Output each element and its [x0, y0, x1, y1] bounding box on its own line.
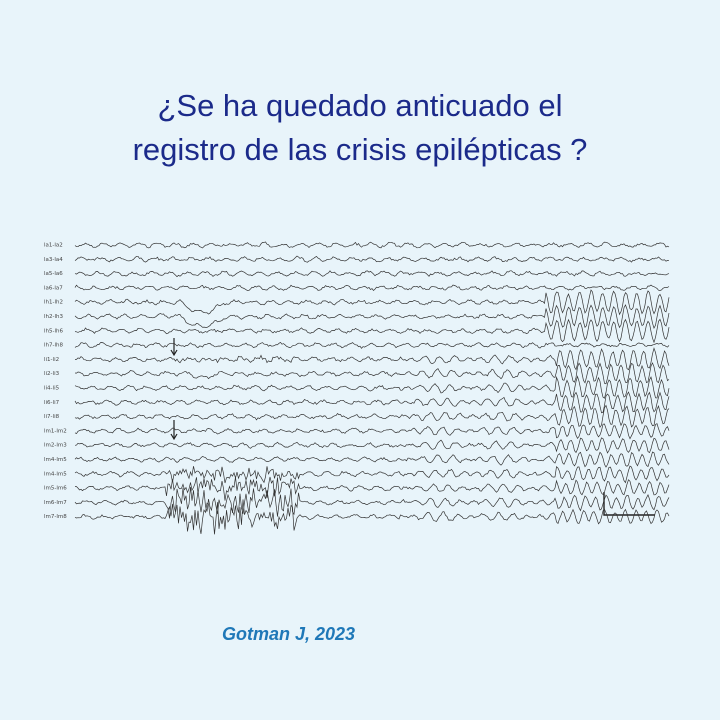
- channel-label: lh7-lh8: [44, 343, 64, 349]
- eeg-trace: [74, 486, 670, 519]
- title-line: ¿Se ha quedado anticuado el: [157, 88, 563, 123]
- eeg-trace: [74, 318, 670, 344]
- eeg-trace: [74, 404, 670, 429]
- eeg-trace: [74, 465, 670, 484]
- eeg-trace: [74, 362, 670, 385]
- channel-label: la5-la6: [44, 271, 63, 277]
- eeg-trace: [74, 423, 670, 440]
- channel-label: la3-la4: [44, 257, 63, 263]
- channel-label: lh5-lh6: [44, 328, 64, 334]
- channel-label: li6-li7: [44, 400, 60, 406]
- citation: Gotman J, 2023: [222, 624, 356, 644]
- event-arrows: [170, 338, 178, 441]
- eeg-trace: [74, 375, 670, 399]
- eeg-trace: [74, 289, 670, 316]
- channel-label: li4-li5: [44, 386, 60, 392]
- eeg-trace: [74, 284, 670, 292]
- eeg-trace: [74, 241, 670, 249]
- eeg-trace: [74, 437, 670, 454]
- eeg-trace: [74, 476, 670, 501]
- channel-label: li7-li8: [44, 414, 60, 420]
- channel-label: lh1-lh2: [44, 300, 63, 306]
- channel-label: lm1-lm2: [44, 428, 67, 434]
- channel-label: li1-li2: [44, 357, 59, 363]
- channel-label: lm6-lm7: [44, 500, 67, 506]
- eeg-trace: [74, 451, 670, 468]
- eeg-trace: [74, 341, 670, 349]
- channel-label: lm5-lm6: [44, 486, 67, 492]
- eeg-trace: [74, 304, 670, 330]
- channel-label: lm4-lm5: [44, 471, 67, 477]
- title-line: registro de las crisis epilépticas ?: [132, 132, 588, 167]
- eeg-trace: [74, 347, 670, 371]
- eeg-trace: [74, 499, 670, 535]
- channel-label: lm7-lm8: [44, 514, 67, 520]
- channel-label: lm4-lm5: [44, 457, 67, 463]
- channel-label: lm2-lm3: [44, 443, 67, 449]
- eeg-trace: [74, 255, 670, 263]
- channel-label: lh2-lh3: [44, 314, 64, 320]
- eeg-trace: [74, 391, 670, 414]
- channel-label: la6-la7: [44, 285, 63, 291]
- channel-label: li2-li3: [44, 371, 60, 377]
- eeg-trace: [74, 270, 670, 278]
- channel-label: la1-la2: [44, 243, 63, 249]
